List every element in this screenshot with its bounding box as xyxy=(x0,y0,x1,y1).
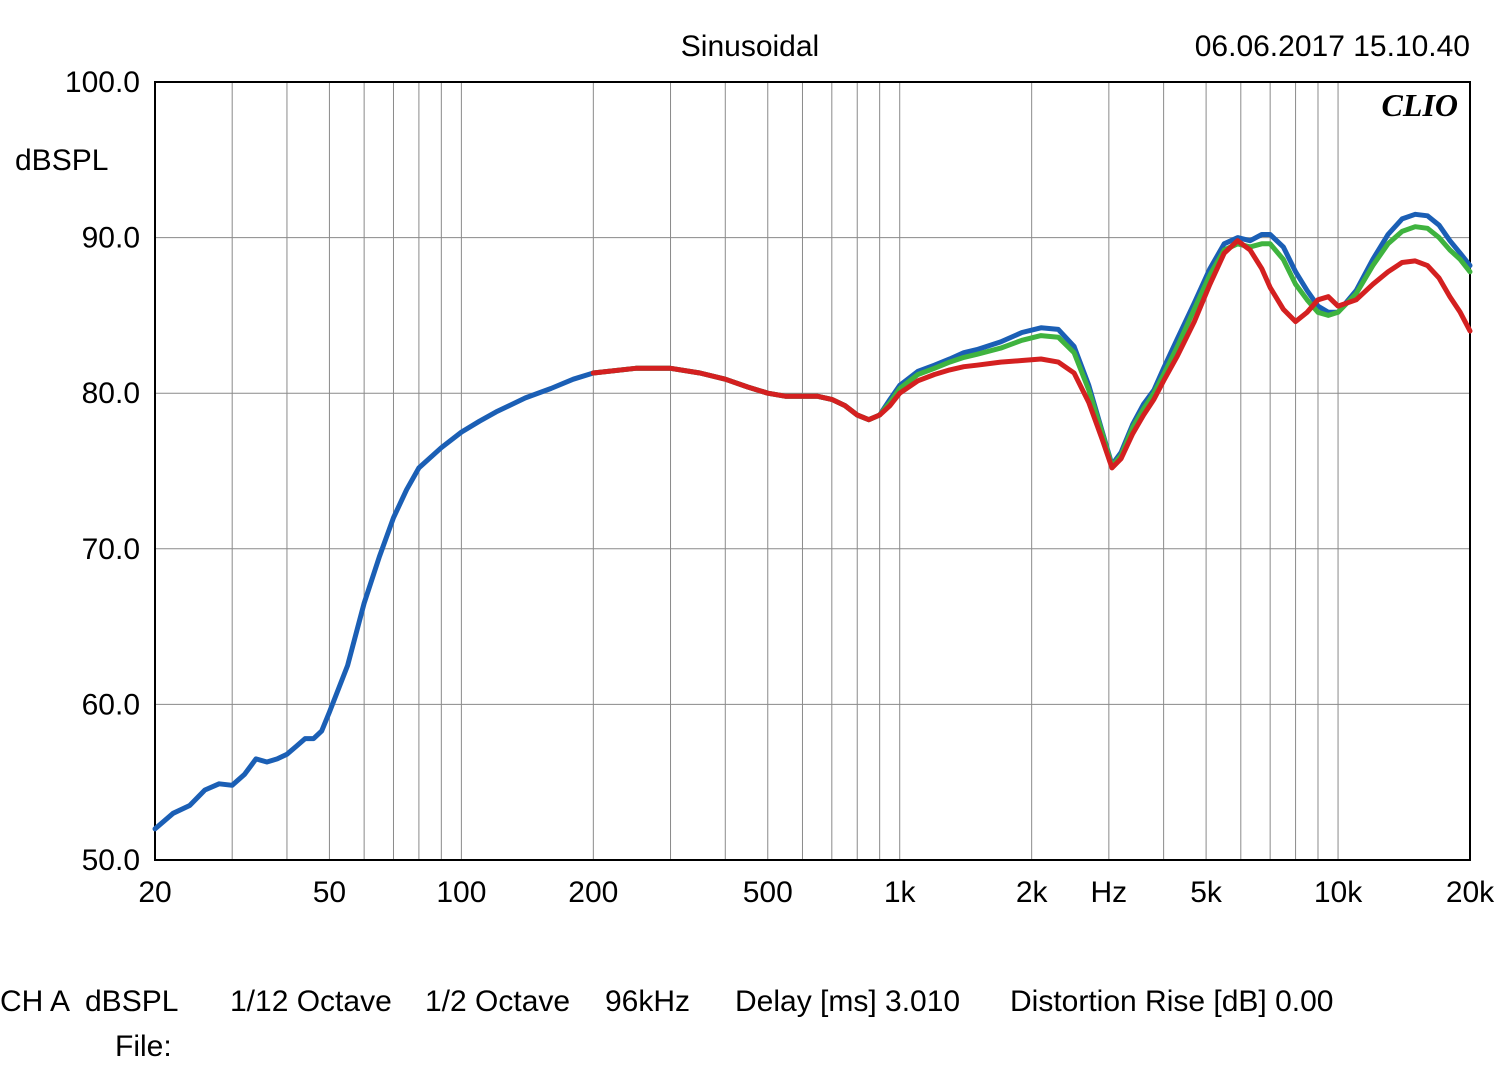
chart-timestamp: 06.06.2017 15.10.40 xyxy=(1195,30,1470,64)
x-tick-label: 20k xyxy=(1446,876,1495,909)
y-tick-label: 50.0 xyxy=(82,844,140,877)
x-tick-label: 100 xyxy=(436,876,486,909)
footer-file-label: File: xyxy=(115,1030,172,1063)
x-tick-label: 500 xyxy=(743,876,793,909)
footer-item: dBSPL xyxy=(85,985,178,1019)
x-tick-label: 10k xyxy=(1314,876,1363,909)
y-tick-label: 70.0 xyxy=(82,533,140,566)
x-tick-label: 5k xyxy=(1190,876,1223,909)
x-tick-label: 2k xyxy=(1016,876,1049,909)
chart-container: Sinusoidal 06.06.2017 15.10.40 50.0 60.0 7… xyxy=(0,0,1500,1074)
chart-title: Sinusoidal xyxy=(681,30,819,64)
footer-item: Delay [ms] 3.010 xyxy=(735,985,960,1019)
footer-line-2: File: xyxy=(0,1030,1500,1064)
y-tick-label: 90.0 xyxy=(82,222,140,255)
y-axis-label: dBSPL xyxy=(15,144,108,177)
footer-item: 1/2 Octave xyxy=(425,985,570,1019)
chart-svg: 50.0 60.0 70.0 80.0 90.0 100.0 dBSPL 20 50 100 200… xyxy=(0,70,1500,940)
footer-item: 96kHz xyxy=(605,985,690,1019)
chart-plot: 50.0 60.0 70.0 80.0 90.0 100.0 dBSPL 20 50 100 200… xyxy=(0,70,1500,940)
x-tick-label: 200 xyxy=(568,876,618,909)
y-tick-label: 60.0 xyxy=(82,688,140,721)
watermark: CLIO xyxy=(1382,87,1458,123)
footer-item: Distortion Rise [dB] 0.00 xyxy=(1010,985,1333,1019)
footer-item: CH A xyxy=(0,985,70,1019)
x-tick-label: 20 xyxy=(138,876,171,909)
footer-item: 1/12 Octave xyxy=(230,985,392,1019)
x-axis-unit: Hz xyxy=(1091,876,1128,909)
x-tick-label: 1k xyxy=(884,876,917,909)
y-tick-label: 100.0 xyxy=(65,70,140,99)
x-tick-label: 50 xyxy=(313,876,346,909)
y-tick-label: 80.0 xyxy=(82,377,140,410)
